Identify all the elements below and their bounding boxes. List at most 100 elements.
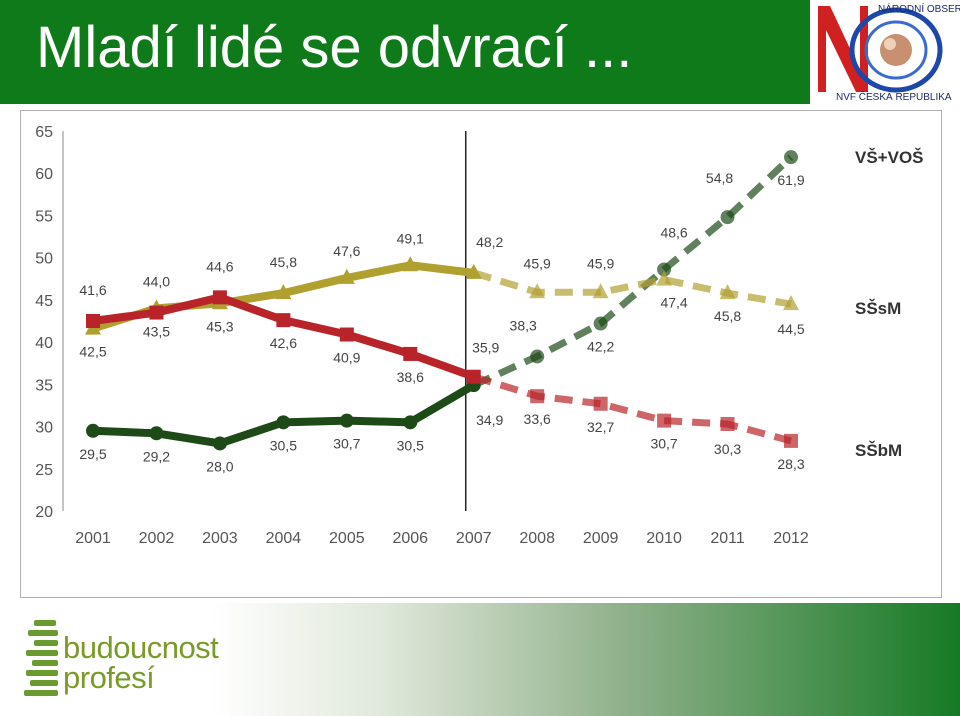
data-label: 30,7 (650, 436, 677, 452)
data-label: 45,8 (714, 308, 741, 324)
data-label: 42,6 (270, 335, 297, 351)
data-label: 30,5 (397, 437, 424, 453)
y-tick-label: 65 (35, 124, 53, 141)
x-tick-label: 2012 (773, 530, 809, 547)
data-point (402, 256, 419, 272)
y-tick-label: 30 (35, 420, 53, 437)
data-label: 48,2 (476, 234, 503, 250)
y-tick-label: 40 (35, 335, 53, 352)
data-label: 45,9 (524, 255, 551, 271)
data-point (657, 262, 672, 277)
budoucnost-profesi-logo-mark (24, 620, 58, 696)
data-label: 44,0 (143, 274, 170, 290)
x-tick-label: 2001 (75, 530, 111, 547)
x-tick-label: 2005 (329, 530, 365, 547)
x-tick-label: 2004 (266, 530, 302, 547)
y-tick-label: 60 (35, 166, 53, 183)
chart-panel: 20 25 30 35 40 45 50 55 60 65 2001 2002 2003 2004 2005… (20, 110, 942, 598)
data-point (339, 413, 354, 428)
data-label: 48,6 (660, 224, 687, 240)
legend-label: VŠ+VOŠ (855, 148, 924, 167)
data-label: 40,9 (333, 350, 360, 366)
y-tick-label: 55 (35, 208, 53, 225)
data-label: 29,2 (143, 448, 170, 464)
data-label: 43,5 (143, 323, 170, 339)
data-point (593, 316, 608, 331)
x-tick-label: 2006 (392, 530, 428, 547)
data-point (149, 305, 164, 320)
data-point (720, 210, 735, 225)
data-label: 45,3 (206, 318, 233, 334)
data-point (403, 346, 418, 361)
x-tick-label: 2002 (139, 530, 175, 547)
logo-text-line1: budoucnost (63, 630, 219, 665)
data-point (719, 284, 736, 300)
data-label: 41,6 (79, 282, 106, 298)
data-point (338, 268, 355, 284)
data-point (592, 283, 609, 299)
data-label: 54,8 (706, 170, 733, 186)
data-point (784, 433, 798, 448)
logo-text-line2: profesí (63, 660, 155, 695)
data-point (657, 413, 672, 428)
data-label: 61,9 (777, 172, 804, 188)
y-tick-label: 45 (35, 293, 53, 310)
data-point (593, 396, 608, 411)
footer-band (0, 603, 960, 716)
data-point (530, 389, 545, 404)
data-label: 42,2 (587, 339, 614, 355)
data-label: 34,9 (476, 412, 503, 428)
data-label: 44,6 (206, 258, 233, 274)
data-label: 45,9 (587, 255, 614, 271)
data-label: 38,3 (510, 317, 537, 333)
data-point (783, 295, 799, 311)
data-point (339, 327, 354, 342)
series-line-square-forecast (472, 373, 792, 445)
title-bar: Mladí lidé se odvrací ... (0, 0, 810, 104)
data-point (276, 313, 291, 328)
narodni-observator-logo: NÁRODNÍ OBSERVATOŘ NVF ČESKÁ REPUBLIKA (810, 0, 960, 106)
x-tick-label: 2011 (710, 530, 745, 547)
data-point (275, 284, 292, 300)
data-point (212, 290, 227, 305)
data-point (530, 349, 545, 364)
x-tick-label: 2003 (202, 530, 238, 547)
data-label: 28,0 (206, 458, 233, 474)
line-chart: 20 25 30 35 40 45 50 55 60 65 2001 2002 2003 2004 2005… (35, 124, 924, 547)
legend-label: SŠbM (855, 441, 902, 460)
legend-label: SŠsM (855, 299, 901, 318)
y-tick-label: 20 (35, 504, 53, 521)
data-label: 33,6 (524, 411, 551, 427)
data-point (403, 415, 418, 430)
data-point (212, 436, 227, 451)
data-label: 47,6 (333, 243, 360, 259)
data-label: 30,7 (333, 436, 360, 452)
data-label: 30,5 (270, 437, 297, 453)
data-label: 49,1 (397, 230, 424, 246)
data-point (466, 369, 481, 384)
y-tick-label: 50 (35, 251, 53, 268)
data-point (720, 417, 735, 432)
data-label: 42,5 (79, 344, 106, 360)
series-line-circle-forecast (472, 154, 794, 389)
data-point (149, 426, 164, 441)
logo-brand-text: NÁRODNÍ OBSERVATOŘ (878, 2, 960, 15)
y-tick-label: 25 (35, 462, 53, 479)
x-tick-label: 2008 (519, 530, 555, 547)
data-label: 30,3 (714, 441, 741, 457)
data-label: 32,7 (587, 419, 614, 435)
data-point (86, 423, 100, 438)
data-label: 29,5 (79, 446, 106, 462)
data-point (529, 283, 546, 299)
data-point (784, 150, 798, 165)
x-tick-label: 2010 (646, 530, 682, 547)
data-label: 47,4 (660, 295, 687, 311)
data-label: 44,5 (777, 321, 804, 337)
data-point (465, 263, 482, 279)
data-label: 35,9 (472, 340, 499, 356)
data-point (656, 270, 673, 286)
page-title: Mladí lidé se odvrací ... (36, 15, 633, 80)
logo-sub-text: NVF ČESKÁ REPUBLIKA (836, 90, 952, 103)
data-label: 28,3 (777, 456, 804, 472)
x-tick-label: 2009 (583, 530, 619, 547)
